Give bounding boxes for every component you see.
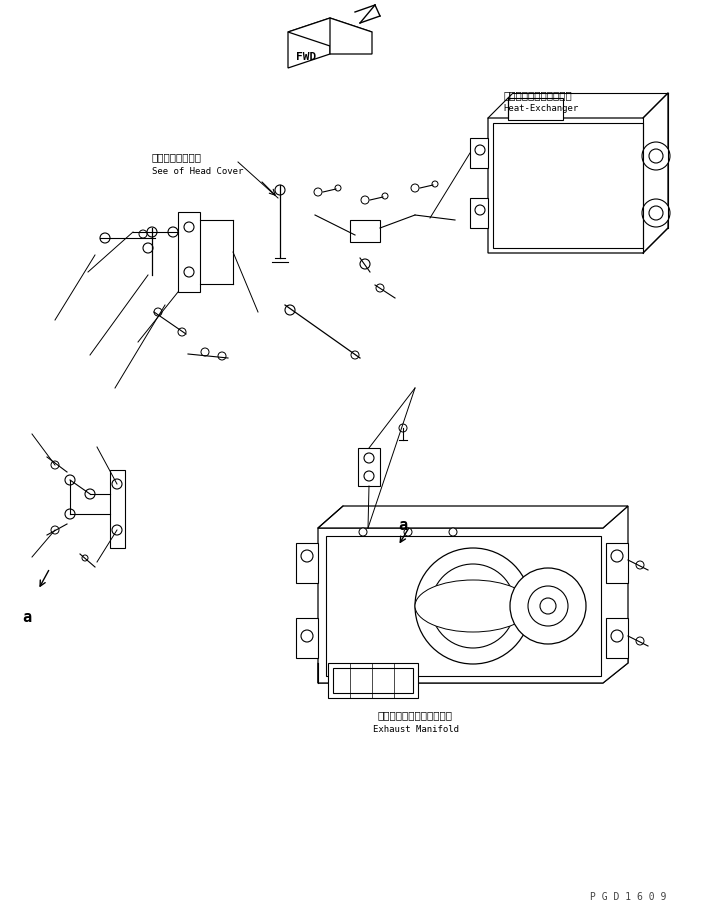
Bar: [296, 543, 318, 583]
Circle shape: [143, 243, 153, 253]
Text: Heat-Exchanger: Heat-Exchanger: [503, 104, 578, 113]
Bar: [470, 198, 488, 228]
Circle shape: [431, 564, 515, 648]
Text: a: a: [22, 610, 31, 625]
Polygon shape: [318, 506, 628, 683]
Circle shape: [147, 227, 157, 237]
Bar: [508, 98, 563, 120]
Circle shape: [65, 475, 75, 485]
Circle shape: [201, 348, 209, 356]
Circle shape: [475, 145, 485, 155]
Circle shape: [475, 205, 485, 215]
Circle shape: [301, 550, 313, 562]
Bar: [358, 448, 380, 486]
Circle shape: [218, 352, 226, 360]
Text: Exhaust Manifold: Exhaust Manifold: [373, 725, 459, 734]
Circle shape: [528, 586, 568, 626]
Circle shape: [376, 284, 384, 292]
Text: a: a: [398, 518, 407, 533]
Text: エキゾーストマニホールド: エキゾーストマニホールド: [378, 710, 453, 720]
Circle shape: [399, 424, 407, 432]
Polygon shape: [318, 506, 628, 528]
Ellipse shape: [415, 580, 531, 632]
Circle shape: [361, 196, 369, 204]
Polygon shape: [288, 18, 372, 46]
Circle shape: [335, 185, 341, 191]
Circle shape: [112, 525, 122, 535]
Text: ヒートエクスチェンジャ: ヒートエクスチェンジャ: [503, 90, 571, 100]
Polygon shape: [288, 18, 330, 68]
Ellipse shape: [649, 206, 663, 220]
Circle shape: [285, 305, 295, 315]
Circle shape: [382, 193, 388, 199]
Bar: [178, 212, 200, 292]
Circle shape: [636, 561, 644, 569]
Circle shape: [359, 528, 367, 536]
Polygon shape: [318, 643, 628, 683]
Text: See of Head Cover: See of Head Cover: [152, 167, 243, 176]
Circle shape: [85, 489, 95, 499]
Bar: [350, 220, 380, 242]
Text: FWD: FWD: [296, 52, 316, 62]
Circle shape: [314, 188, 322, 196]
Circle shape: [404, 528, 412, 536]
Polygon shape: [488, 93, 668, 253]
Circle shape: [82, 555, 88, 561]
Bar: [328, 663, 418, 698]
Circle shape: [184, 267, 194, 277]
Circle shape: [154, 308, 162, 316]
Text: P G D 1 6 0 9: P G D 1 6 0 9: [590, 892, 666, 902]
Circle shape: [510, 568, 586, 644]
Bar: [296, 618, 318, 658]
Circle shape: [364, 471, 374, 481]
Bar: [326, 536, 601, 676]
Circle shape: [168, 227, 178, 237]
Circle shape: [415, 548, 531, 664]
Bar: [333, 668, 413, 693]
Circle shape: [611, 630, 623, 642]
Circle shape: [432, 181, 438, 187]
Circle shape: [275, 185, 285, 195]
Circle shape: [184, 222, 194, 232]
Bar: [606, 543, 628, 583]
Circle shape: [301, 630, 313, 642]
Circle shape: [360, 259, 370, 269]
Circle shape: [139, 230, 147, 238]
Circle shape: [51, 526, 59, 534]
Circle shape: [449, 528, 457, 536]
Circle shape: [364, 453, 374, 463]
Circle shape: [100, 233, 110, 243]
Ellipse shape: [642, 142, 670, 170]
Bar: [470, 138, 488, 168]
Circle shape: [178, 328, 186, 336]
Circle shape: [636, 637, 644, 645]
Polygon shape: [330, 18, 372, 54]
Circle shape: [112, 479, 122, 489]
Circle shape: [65, 509, 75, 519]
Ellipse shape: [642, 199, 670, 227]
Circle shape: [611, 550, 623, 562]
Circle shape: [455, 588, 491, 624]
Text: ヘッドカバー参照: ヘッドカバー参照: [152, 152, 202, 162]
Circle shape: [540, 598, 556, 614]
Bar: [110, 470, 125, 548]
Circle shape: [51, 461, 59, 469]
Bar: [606, 618, 628, 658]
Ellipse shape: [649, 149, 663, 163]
Bar: [493, 123, 643, 248]
Circle shape: [351, 351, 359, 359]
Circle shape: [411, 184, 419, 192]
